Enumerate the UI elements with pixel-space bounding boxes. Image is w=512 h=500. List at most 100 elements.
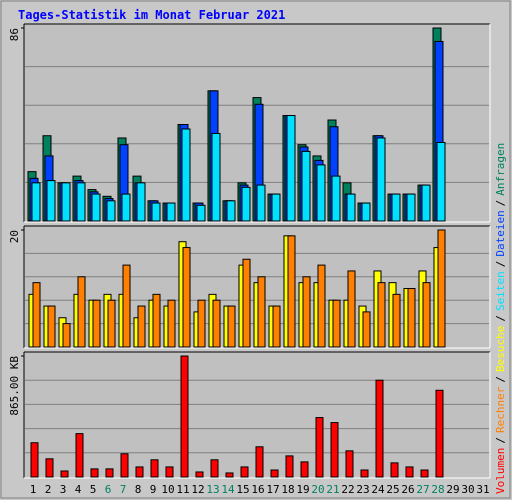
- legend-entry: Volumen: [494, 448, 507, 494]
- x-tick-label: 18: [281, 483, 294, 496]
- bar: [90, 468, 99, 478]
- bar: [151, 202, 161, 222]
- x-tick-label: 2: [45, 483, 52, 496]
- y-tick-label: 865.00 KB: [8, 356, 21, 416]
- x-tick-label: 15: [236, 483, 249, 496]
- bar: [77, 276, 86, 348]
- x-tick-label: 28: [431, 483, 444, 496]
- bar: [375, 379, 384, 478]
- bar: [225, 472, 234, 478]
- bar: [182, 247, 191, 348]
- bar: [420, 469, 429, 478]
- y-tick-label: 20: [8, 230, 21, 243]
- bar: [286, 115, 296, 222]
- x-tick-label: 26: [401, 483, 414, 496]
- legend-separator: /: [494, 315, 507, 322]
- x-tick-label: 1: [30, 483, 37, 496]
- x-tick-label: 17: [266, 483, 279, 496]
- bar: [196, 204, 206, 222]
- chart-title: Tages-Statistik im Monat Februar 2021: [18, 8, 285, 22]
- legend-entry: Besuche: [494, 326, 507, 372]
- legend-entry: Dateien: [494, 210, 507, 256]
- bar: [150, 459, 159, 478]
- bar: [300, 461, 309, 478]
- x-tick-label: 27: [416, 483, 429, 496]
- x-tick-label: 7: [120, 483, 127, 496]
- legend-entry: Seiten: [494, 271, 507, 311]
- x-tick-label: 9: [150, 483, 157, 496]
- bar: [105, 468, 114, 478]
- bar: [62, 323, 71, 348]
- bar: [391, 193, 401, 222]
- bar: [46, 180, 56, 222]
- legend: Volumen / Rechner / Besuche / Seiten / Dateien / A…: [494, 143, 507, 494]
- bar: [390, 462, 399, 478]
- bar: [227, 305, 236, 348]
- bar: [330, 422, 339, 478]
- bar: [61, 182, 71, 222]
- bar: [346, 193, 356, 222]
- bar: [406, 193, 416, 222]
- bar: [392, 293, 401, 348]
- bar: [60, 470, 69, 478]
- bar: [226, 200, 236, 222]
- bar: [165, 466, 174, 478]
- bar: [270, 469, 279, 478]
- bar: [120, 453, 129, 478]
- bar: [405, 466, 414, 478]
- bar: [345, 450, 354, 478]
- legend-separator: /: [494, 261, 507, 268]
- legend-separator: /: [494, 200, 507, 207]
- x-tick-label: 25: [386, 483, 399, 496]
- x-tick-label: 6: [105, 483, 112, 496]
- x-tick-label: 31: [476, 483, 489, 496]
- bar: [287, 235, 296, 348]
- bar: [135, 466, 144, 478]
- bar: [272, 305, 281, 348]
- bar: [136, 182, 146, 222]
- bar: [317, 264, 326, 348]
- bar: [195, 471, 204, 478]
- bar: [106, 200, 116, 222]
- bar: [316, 164, 326, 222]
- x-tick-label: 10: [161, 483, 174, 496]
- x-tick-label: 8: [135, 483, 142, 496]
- bar: [91, 193, 101, 222]
- x-tick-label: 21: [326, 483, 339, 496]
- bar: [75, 433, 84, 478]
- bar: [107, 299, 116, 348]
- x-tick-label: 5: [90, 483, 97, 496]
- bar: [212, 299, 221, 348]
- x-tick-label: 13: [206, 483, 219, 496]
- bar: [347, 270, 356, 348]
- bar: [407, 288, 416, 348]
- x-tick-label: 11: [176, 483, 189, 496]
- bar: [360, 469, 369, 478]
- bar: [30, 442, 39, 478]
- bar: [180, 355, 189, 478]
- bar: [377, 282, 386, 348]
- x-tick-label: 14: [221, 483, 235, 496]
- x-tick-label: 24: [371, 483, 385, 496]
- bar: [285, 455, 294, 478]
- bar: [45, 458, 54, 478]
- y-tick-label: 86: [8, 28, 21, 41]
- bar: [257, 276, 266, 348]
- bar: [256, 184, 266, 222]
- x-tick-label: 22: [341, 483, 354, 496]
- bar: [181, 128, 191, 222]
- bar: [242, 258, 251, 348]
- bar: [421, 184, 431, 222]
- bar: [32, 282, 41, 348]
- bar: [92, 299, 101, 348]
- x-tick-label: 12: [191, 483, 204, 496]
- bar: [361, 202, 371, 222]
- legend-entry: Rechner: [494, 386, 507, 433]
- bar: [332, 299, 341, 348]
- bar: [331, 175, 341, 222]
- bar: [76, 182, 86, 222]
- x-tick-label: 3: [60, 483, 67, 496]
- bar: [437, 229, 446, 348]
- x-tick-label: 16: [251, 483, 264, 496]
- bar: [301, 150, 311, 222]
